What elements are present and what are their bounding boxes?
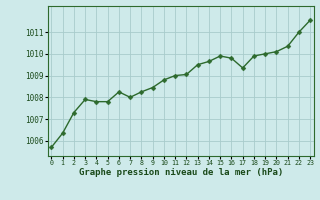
X-axis label: Graphe pression niveau de la mer (hPa): Graphe pression niveau de la mer (hPa): [79, 168, 283, 177]
